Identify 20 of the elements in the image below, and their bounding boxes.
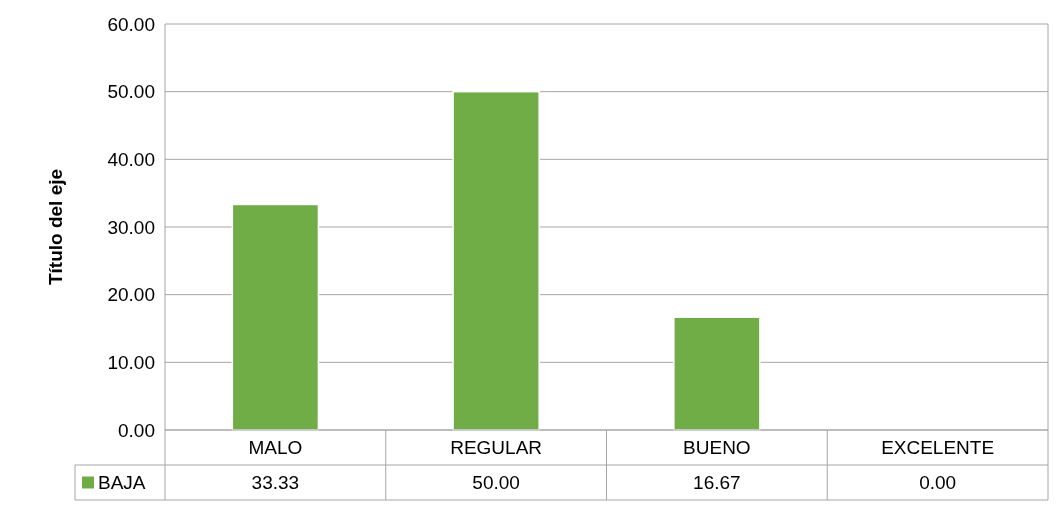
x-tick-label: MALO [248, 437, 303, 459]
data-label: 50.00 [472, 472, 520, 494]
y-tick-label: 20.00 [107, 284, 155, 306]
bar [231, 203, 320, 431]
y-tick-label: 0.00 [118, 419, 155, 441]
x-tick-label: BUENO [683, 437, 751, 459]
y-axis-title: Título del eje [45, 168, 66, 286]
x-tick-label: REGULAR [450, 437, 543, 459]
data-label: 33.33 [251, 472, 300, 494]
y-tick-label: 50.00 [107, 81, 155, 103]
y-tick-label: 10.00 [107, 351, 155, 373]
data-label: 16.67 [693, 472, 741, 494]
y-tick-label: 60.00 [107, 13, 155, 35]
bar [673, 316, 761, 431]
bar [452, 90, 540, 431]
y-tick-label: 40.00 [107, 148, 155, 170]
y-tick-label: 30.00 [107, 216, 155, 238]
legend-label: BAJA [98, 472, 146, 494]
x-tick-label: EXCELENTE [881, 437, 995, 459]
data-label: 0.00 [919, 472, 957, 494]
